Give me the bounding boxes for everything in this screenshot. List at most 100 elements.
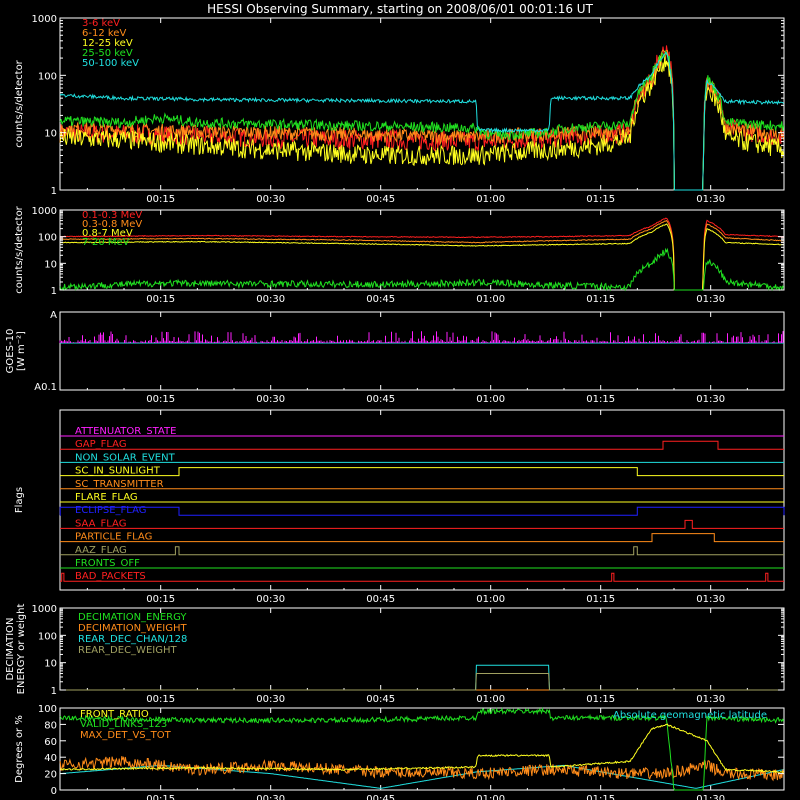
series-line-0-3-0-8-mev xyxy=(59,219,784,291)
y-tick-label: 60 xyxy=(44,737,57,748)
flag-trace xyxy=(59,506,785,516)
legend-entry: DECIMATION_WEIGHT xyxy=(78,623,187,634)
x-tick-label: 01:15 xyxy=(586,294,615,305)
legend-entry: MAX_DET_VS_TOT xyxy=(80,730,172,741)
flag-trace xyxy=(60,533,784,543)
x-tick-label: 00:30 xyxy=(256,694,285,705)
flag-label: SC_TRANSMITTER xyxy=(75,479,164,490)
x-tick-label: 01:30 xyxy=(696,294,725,305)
x-tick-label: 01:00 xyxy=(476,394,505,405)
flag-label: ECLIPSE_FLAG xyxy=(75,505,146,516)
flag-label: FRONTS_OFF xyxy=(75,558,140,569)
legend-entry: REAR_DEC_WEIGHT xyxy=(78,645,177,656)
series-line-12-25-kev xyxy=(59,54,785,191)
panel-goes: 00:15 00:30 00:45 01:00 01:15 01:30 GOES-10 [W … xyxy=(5,310,785,405)
series-line-rear-dec-chan-128 xyxy=(60,664,784,691)
series-line-front-ratio xyxy=(60,723,784,774)
flag-label: PARTICLE_FLAG xyxy=(75,532,152,543)
x-tick-label: 01:00 xyxy=(476,694,505,705)
panel-frame xyxy=(59,209,785,291)
y-tick-label: 10 xyxy=(44,129,57,140)
legend-entry: 3-6 keV xyxy=(82,18,120,29)
y-tick-label: 10 xyxy=(44,659,57,670)
legend-entry: DECIMATION_ENERGY xyxy=(78,612,187,623)
legend-entry: 12-25 keV xyxy=(82,38,133,49)
flag-trace xyxy=(60,546,784,556)
flag-label: FLARE_FLAG xyxy=(75,492,138,503)
y-tick-label: A0.1 xyxy=(34,382,57,393)
y-tick-label: 100 xyxy=(38,71,57,82)
series-line-25-50-kev xyxy=(59,50,785,191)
y-tick-label: 80 xyxy=(44,720,57,731)
x-tick-label: 01:00 xyxy=(476,594,505,605)
x-tick-label: 01:15 xyxy=(586,694,615,705)
x-tick-label: 00:45 xyxy=(366,694,395,705)
x-tick-label: 00:15 xyxy=(146,694,175,705)
y-tick-label: 0 xyxy=(51,786,57,797)
legend-entry: 6-12 keV xyxy=(82,28,126,39)
x-tick-label: 00:30 xyxy=(256,194,285,205)
x-tick-label: 01:00 xyxy=(476,794,505,800)
x-tick-label: 00:45 xyxy=(366,194,395,205)
flag-label: GAP_FLAG xyxy=(75,439,127,450)
flag-label: BAD_PACKETS xyxy=(75,571,146,582)
series-line-absolute-geomagnetic-latitude xyxy=(60,764,784,789)
y-tick-label: 1 xyxy=(51,286,57,297)
y-axis-label: counts/s/detector xyxy=(14,205,25,293)
y-axis-label: counts/s/detector xyxy=(14,59,25,147)
y-tick-label: 1 xyxy=(51,186,57,197)
y-tick-label: 1 xyxy=(51,686,57,697)
annotation-geomagnetic-latitude: Absolute geomagnetic latitude xyxy=(613,710,767,721)
panel-decimation: 00:15 00:30 00:45 01:00 01:15 01:30 DECIMATION… xyxy=(5,604,785,705)
series-line-max-det-vs-tot xyxy=(59,756,785,782)
panel-frame xyxy=(59,707,785,791)
flag-label: ATTENUATOR_STATE xyxy=(75,426,176,437)
y-axis-label-units: ENERGY or weight xyxy=(16,604,27,695)
x-tick-label: 01:00 xyxy=(476,194,505,205)
x-tick-label: 00:30 xyxy=(256,394,285,405)
x-tick-label: 01:00 xyxy=(476,294,505,305)
legend-entry: 0.8-7 MeV xyxy=(82,228,133,239)
panel-high-energy-rates: 00:15 00:30 00:45 01:00 01:15 01:30 counts/s/d… xyxy=(14,205,785,305)
y-axis-label: Degrees or % xyxy=(14,715,25,783)
x-tick-label: 00:15 xyxy=(146,394,175,405)
goes-flux-bars xyxy=(59,331,784,343)
flag-trace xyxy=(60,467,784,477)
series-line-rear-dec-weight xyxy=(60,673,784,691)
x-tick-label: 00:45 xyxy=(366,294,395,305)
x-tick-label: 00:15 xyxy=(146,194,175,205)
x-tick-label: 01:15 xyxy=(586,194,615,205)
x-tick-label: 00:45 xyxy=(366,394,395,405)
panel-ratios: 00:15 00:30 00:45 01:00 01:15 01:30 Degrees or… xyxy=(14,704,785,800)
flag-label: SAA_FLAG xyxy=(75,518,126,529)
y-tick-label: A xyxy=(50,310,57,321)
series-line-0-8-7-mev xyxy=(60,223,784,291)
flag-trace xyxy=(60,440,784,450)
legend-entry: 25-50 keV xyxy=(82,48,133,59)
series-line-valid-links-123 xyxy=(59,706,785,791)
legend-entry: 0.3-0.8 MeV xyxy=(82,219,142,230)
x-tick-label: 01:30 xyxy=(696,794,725,800)
x-tick-label: 01:30 xyxy=(696,394,725,405)
flag-label: AAZ_FLAG xyxy=(75,545,127,556)
y-axis-label-units: [W m⁻²] xyxy=(16,331,27,371)
panel-flags: 00:15 00:30 00:45 01:00 01:15 01:30 Flags ATTEN… xyxy=(14,409,785,605)
flag-trace xyxy=(60,572,784,582)
series-line-0-1-0-3-mev xyxy=(60,217,784,291)
legend-entry: 50-100 keV xyxy=(82,58,139,69)
x-tick-label: 01:30 xyxy=(696,694,725,705)
x-tick-label: 00:45 xyxy=(366,594,395,605)
y-tick-label: 1000 xyxy=(32,206,57,217)
legend-entry: REAR_DEC_CHAN/128 xyxy=(78,634,187,645)
y-tick-label: 10 xyxy=(44,259,57,270)
x-tick-label: 01:15 xyxy=(586,794,615,800)
panels: 00:15 00:30 00:45 01:00 01:15 01:30 counts/s/d… xyxy=(5,14,785,800)
y-tick-label: 100 xyxy=(38,704,57,715)
x-tick-label: 01:30 xyxy=(696,594,725,605)
flag-label: NON_SOLAR_EVENT xyxy=(75,452,176,463)
y-tick-label: 1000 xyxy=(32,14,57,25)
legend-entry: 0.1-0.3 MeV xyxy=(82,210,142,221)
legend-entry: FRONT_RATIO xyxy=(80,709,149,720)
x-tick-label: 00:15 xyxy=(146,594,175,605)
